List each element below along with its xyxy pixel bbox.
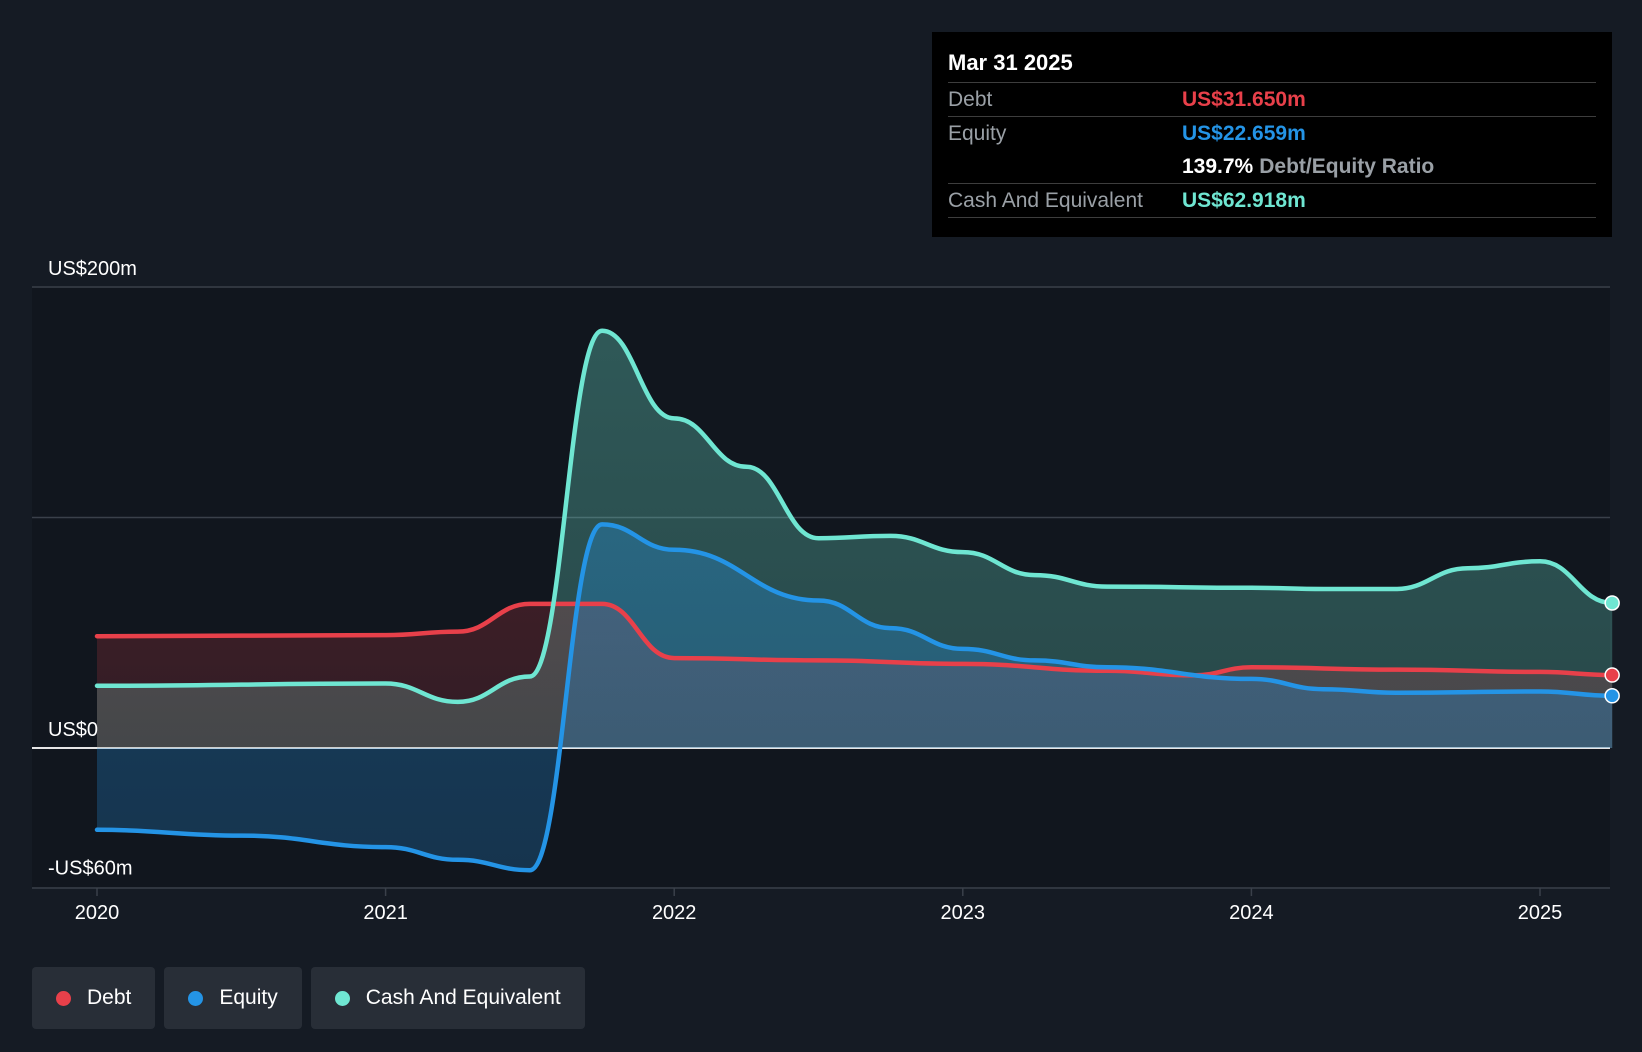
legend-label-debt: Debt <box>87 986 132 1009</box>
x-tick-label: 2024 <box>1229 902 1274 924</box>
tooltip-ratio-value: 139.7% <box>1182 154 1254 178</box>
tooltip: Mar 31 2025 Debt US$31.650m Equity US$22… <box>932 32 1612 237</box>
legend-label-cash: Cash And Equivalent <box>365 986 561 1009</box>
x-tick-label: 2020 <box>75 902 120 924</box>
x-tick-label: 2025 <box>1518 902 1563 924</box>
y-tick-label: US$200m <box>48 258 137 280</box>
equity-line <box>94 522 1615 873</box>
x-tick-label: 2023 <box>941 902 986 924</box>
tooltip-equity-label: Equity <box>948 121 1007 145</box>
tooltip-ratio-label: Debt/Equity Ratio <box>1259 154 1435 178</box>
series-lines <box>94 328 1615 873</box>
tooltip-row-ratio: 139.7% Debt/Equity Ratio <box>948 150 1596 183</box>
tooltip-row-equity: Equity US$22.659m <box>948 116 1596 150</box>
cash-dot-icon <box>334 990 350 1006</box>
equity-dot-icon <box>188 990 204 1006</box>
legend-item-equity[interactable]: Equity <box>164 967 302 1029</box>
y-tick-label: -US$60m <box>48 857 132 879</box>
x-tick-label: 2022 <box>652 902 697 924</box>
tooltip-equity-value: US$22.659m <box>1182 121 1306 145</box>
tooltip-debt-label: Debt <box>948 87 993 111</box>
end-markers <box>1604 595 1620 704</box>
legend-label-equity: Equity <box>219 986 278 1009</box>
x-tick-label: 2021 <box>363 902 408 924</box>
debt-line <box>94 601 1615 678</box>
tooltip-date: Mar 31 2025 <box>948 50 1073 75</box>
series-areas <box>97 330 1613 871</box>
tooltip-row-debt: Debt US$31.650m <box>948 82 1596 116</box>
y-tick-label: US$0 <box>48 719 98 741</box>
equity-end-marker <box>1604 688 1620 704</box>
debt-dot-icon <box>56 990 71 1006</box>
legend-item-debt[interactable]: Debt <box>32 967 156 1029</box>
x-tick-labels: 2020 2021 2022 2023 2024 2025 <box>75 888 1563 924</box>
cash-area <box>97 330 1613 748</box>
legend-item-cash[interactable]: Cash And Equivalent <box>310 967 585 1029</box>
tooltip-row-cash: Cash And Equivalent US$62.918m <box>948 183 1596 218</box>
tooltip-cash-value: US$62.918m <box>1182 188 1306 212</box>
tooltip-debt-value: US$31.650m <box>1182 87 1306 111</box>
tooltip-cash-label: Cash And Equivalent <box>948 188 1143 212</box>
equity-area <box>97 524 1613 871</box>
legend: Debt Equity Cash And Equivalent <box>32 967 585 1029</box>
cash-line <box>94 328 1615 705</box>
debt-end-marker <box>1604 667 1620 683</box>
y-tick-labels: US$200m US$0 -US$60m <box>48 258 137 879</box>
cash-end-marker <box>1604 595 1620 611</box>
